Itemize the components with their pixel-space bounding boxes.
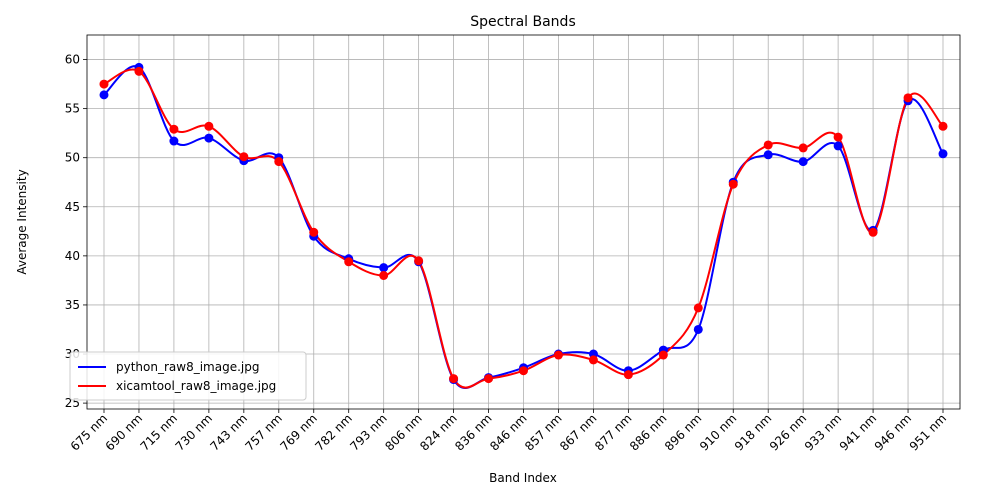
series-2-point [449, 374, 459, 384]
series-1-point [798, 157, 808, 167]
series-2-point [693, 303, 703, 313]
chart-title: Spectral Bands [470, 14, 576, 30]
x-tick-label: 877 nm [592, 411, 634, 453]
x-tick-label: 836 nm [452, 411, 494, 453]
x-axis-label: Band Index [489, 471, 557, 485]
x-tick-label: 782 nm [312, 411, 354, 453]
x-tick-label: 757 nm [242, 411, 284, 453]
y-tick-label: 45 [65, 200, 80, 214]
legend-box [69, 351, 307, 401]
series-1-point [379, 263, 389, 273]
series-2-point [99, 79, 109, 89]
series-2-point [658, 350, 668, 360]
series-2-point [833, 132, 843, 142]
x-tick-label: 918 nm [732, 411, 774, 453]
x-tick-label: 896 nm [662, 411, 704, 453]
legend-label-2: xicamtool_raw8_image.jpg [116, 379, 276, 393]
y-tick-label: 40 [65, 249, 80, 263]
x-tick-label: 910 nm [697, 411, 739, 453]
x-tick-label: 941 nm [837, 411, 879, 453]
x-tick-label: 715 nm [138, 411, 180, 453]
x-tick-label: 846 nm [487, 411, 529, 453]
series-1-point [169, 136, 179, 146]
x-tick-label: 926 nm [767, 411, 809, 453]
series-2-point [728, 179, 738, 189]
series-2-point [414, 256, 424, 266]
y-tick-label: 35 [65, 298, 80, 312]
grid [87, 35, 960, 409]
x-tick-label: 933 nm [802, 411, 844, 453]
series-2-point [623, 370, 633, 380]
series-2-point [938, 121, 948, 131]
x-tick-label: 867 nm [557, 411, 599, 453]
y-axis-label: Average Intensity [15, 169, 29, 274]
series-2-point [379, 270, 389, 280]
series-line-2 [103, 68, 944, 389]
legend-label-1: python_raw8_image.jpg [116, 360, 259, 374]
y-tick-label: 60 [65, 53, 80, 67]
legend: python_raw8_image.jpg xicamtool_raw8_imag… [69, 351, 307, 401]
series-2-point [169, 124, 179, 134]
series-2-point [519, 366, 528, 376]
x-tick-label: 857 nm [522, 411, 564, 453]
x-tick-label: 886 nm [627, 411, 669, 453]
x-tick-label: 793 nm [347, 411, 389, 453]
series-2-point [344, 257, 354, 267]
series-2-point [798, 143, 808, 153]
series-2-point [588, 355, 598, 365]
y-tick-label: 50 [65, 151, 80, 165]
series-points [99, 62, 948, 385]
series-1-point [204, 133, 214, 143]
series-2-point [903, 93, 913, 103]
series-2-point [484, 374, 494, 384]
x-tick-label: 951 nm [907, 411, 949, 453]
series-2-point [763, 140, 773, 150]
x-tick-label: 675 nm [68, 411, 110, 453]
series-2-point [274, 157, 284, 167]
series-2-point [134, 66, 144, 76]
x-tick-label: 769 nm [277, 411, 319, 453]
series-2-point [868, 227, 878, 237]
series-1-point [833, 141, 843, 151]
series-2-point [309, 227, 319, 237]
y-tick-label: 55 [65, 102, 80, 116]
x-tick-label: 806 nm [382, 411, 424, 453]
x-tick-label: 730 nm [173, 411, 215, 453]
series-2-point [553, 350, 563, 360]
x-tick-label: 946 nm [872, 411, 914, 453]
x-tick-label: 743 nm [208, 411, 250, 453]
series-1-point [938, 149, 948, 159]
series-2-point [239, 152, 249, 162]
x-tick-label: 824 nm [417, 411, 459, 453]
series-1-point [693, 324, 703, 334]
series-1-point [763, 150, 773, 160]
series-2-point [204, 121, 214, 131]
x-tick-label: 690 nm [103, 411, 145, 453]
series-1-point [99, 90, 109, 100]
